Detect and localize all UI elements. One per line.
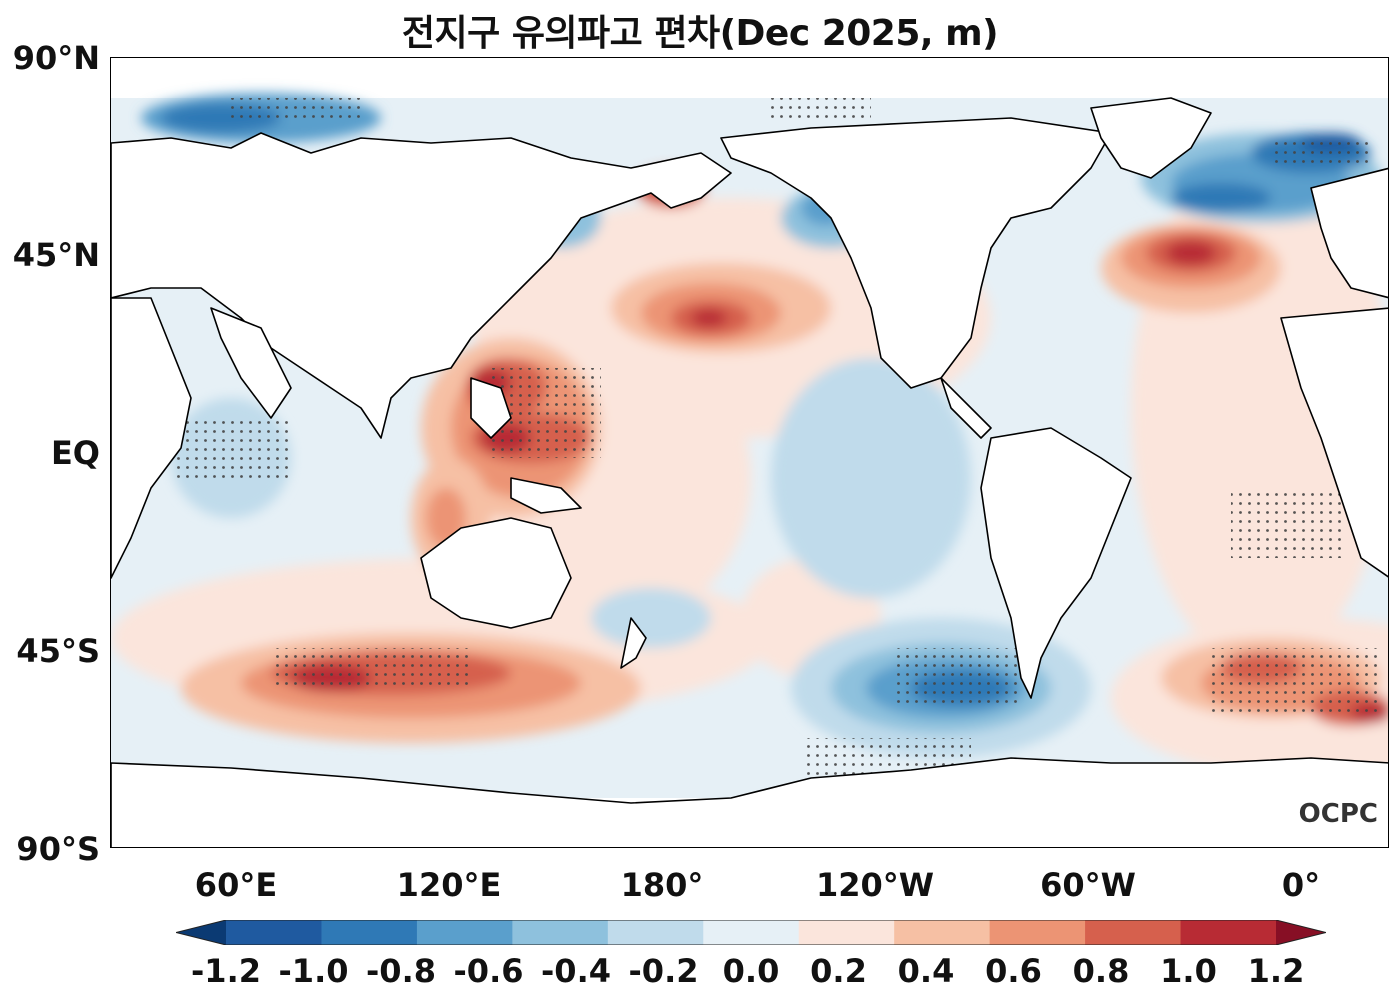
colorbar-tick-label: -0.2 [628,952,699,990]
lat-label-90n: 90°N [12,39,100,77]
colorbar-bin [321,920,418,945]
colorbar-bin [512,920,609,945]
colorbar-tick-label: -1.2 [191,952,261,990]
map-svg [111,93,1388,847]
colorbar-tick-label: 0.2 [810,952,867,990]
lon-label-0: 0° [1281,866,1321,904]
anomaly-map: OCPC [110,57,1389,848]
colorbar-tick-label: -0.4 [541,952,611,990]
colorbar [175,919,1327,946]
colorbar-svg [175,919,1327,946]
ocpc-logo: OCPC [1298,799,1378,829]
colorbar-bin [226,920,322,945]
lon-label-120e: 120°E [396,866,502,904]
significance-stippling [171,98,1381,778]
colorbar-bin [1180,920,1277,945]
colorbar-tick-label: 0.6 [985,952,1042,990]
lat-label-eq: EQ [50,434,100,472]
colorbar-bin [416,920,513,945]
colorbar-tick-label: 0.0 [722,952,780,990]
lat-label-45n: 45°N [12,236,100,274]
colorbar-tick-label: 1.0 [1160,952,1217,990]
colorbar-bin [703,920,800,945]
lat-label-45s: 45°S [16,632,100,670]
lon-label-60e: 60°E [194,866,278,904]
colorbar-bin [894,920,991,945]
colorbar-tick-label: 0.8 [1072,952,1130,990]
colorbar-tick-label: 0.4 [897,952,955,990]
land-masses [111,97,1388,847]
lon-label-120w: 120°W [815,866,935,904]
colorbar-tick-label: -1.0 [278,952,349,990]
colorbar-tick-label: 1.2 [1247,952,1305,990]
lon-label-180: 180° [620,866,704,904]
map-title: 전지구 유의파고 편차(Dec 2025, m) [401,13,999,54]
colorbar-bin [607,920,704,945]
lat-label-90s: 90°S [16,830,100,868]
colorbar-extend-low [176,920,226,945]
colorbar-extend-high [1276,920,1326,945]
colorbar-tick-label: -0.8 [366,952,436,990]
colorbar-bin [798,920,895,945]
colorbar-bin [1085,920,1182,945]
colorbar-bin [989,920,1086,945]
colorbar-tick-label: -0.6 [453,952,524,990]
lon-label-60w: 60°W [1040,866,1136,904]
